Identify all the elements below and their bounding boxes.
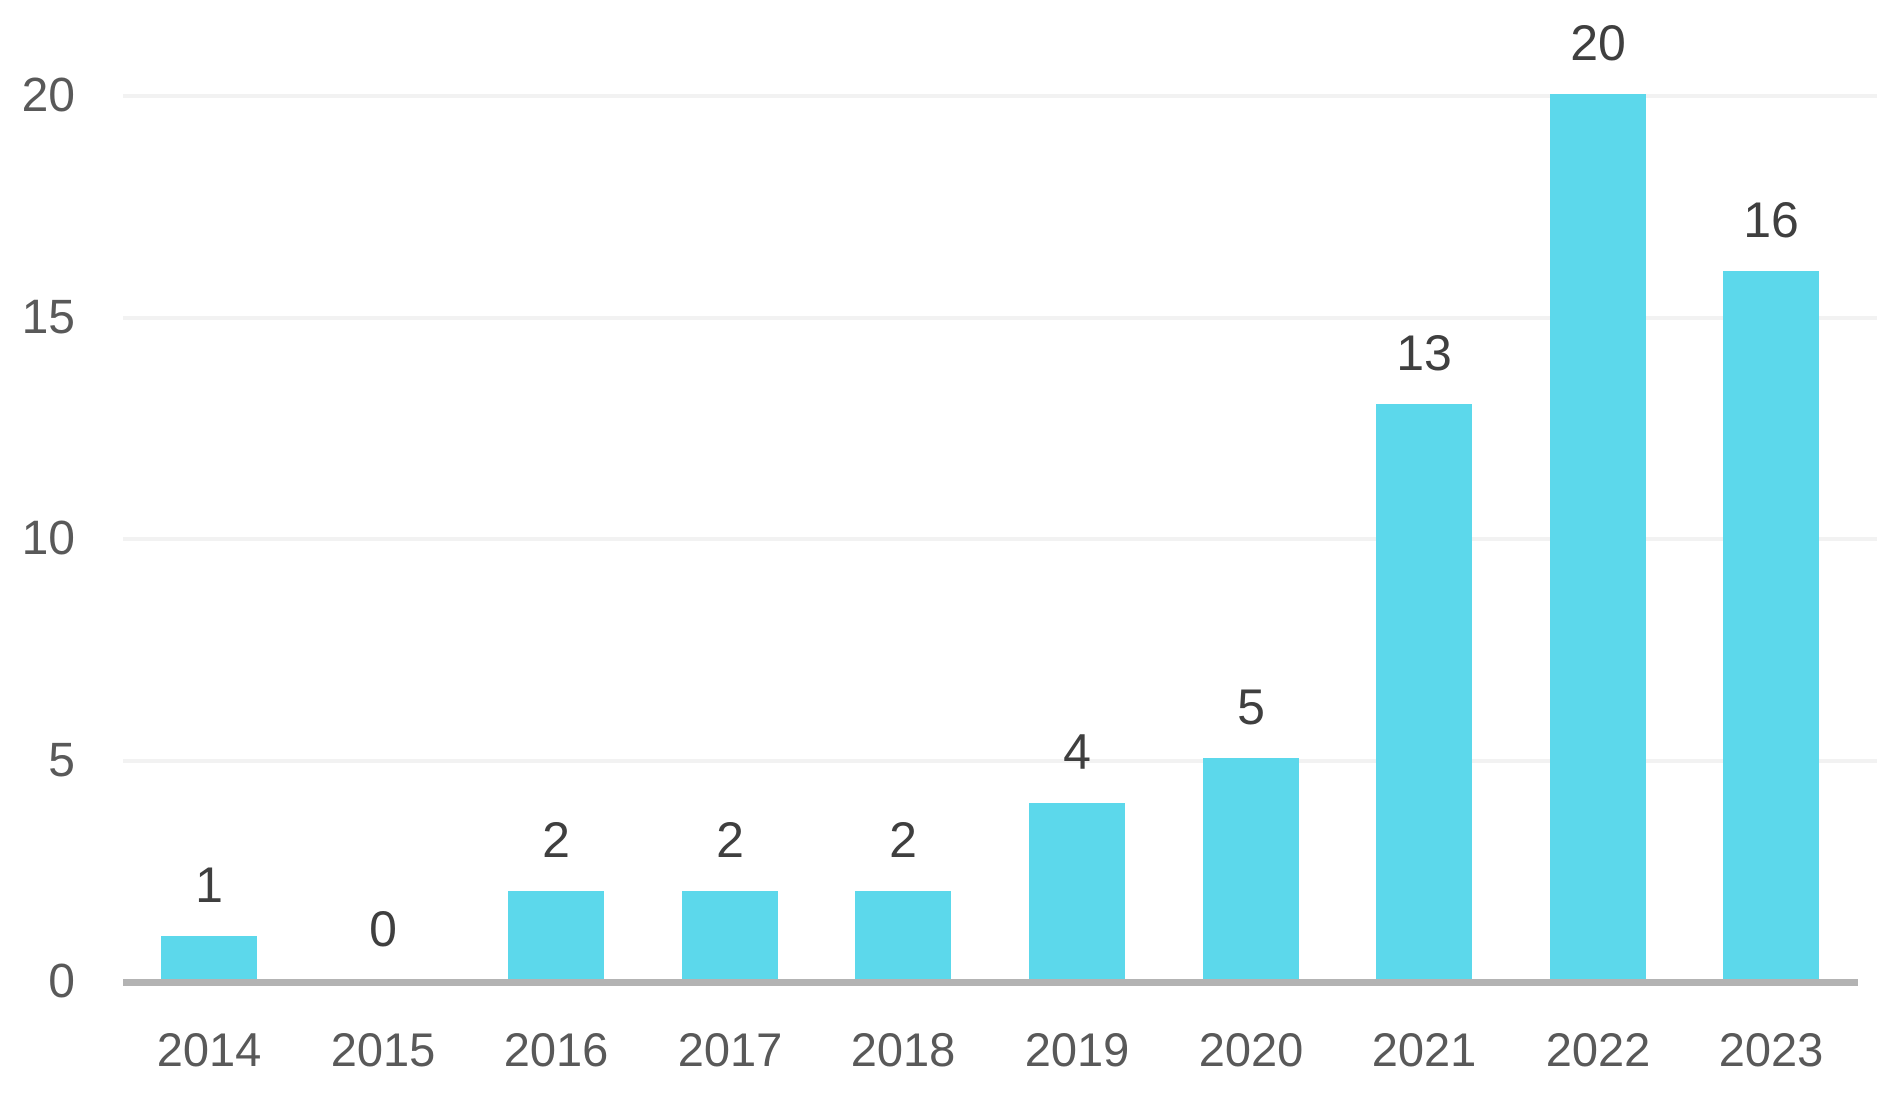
bar-2017 (682, 891, 778, 980)
bar-2020 (1203, 758, 1299, 980)
x-tick-label-2016: 2016 (503, 1023, 609, 1076)
bar-value-label-2014: 1 (195, 857, 223, 913)
bar-2022 (1550, 94, 1646, 980)
bar-value-label-2019: 4 (1063, 724, 1091, 780)
bar-value-label-2018: 2 (889, 812, 917, 868)
bar-value-label-2016: 2 (542, 812, 570, 868)
bar-value-label-2022: 20 (1570, 15, 1626, 71)
x-tick-label-2021: 2021 (1371, 1023, 1477, 1076)
bar-value-label-2023: 16 (1743, 192, 1799, 248)
x-tick-label-2023: 2023 (1718, 1023, 1824, 1076)
x-tick-label-2018: 2018 (850, 1023, 956, 1076)
bar-2023 (1723, 271, 1819, 980)
x-tick-label-2017: 2017 (677, 1023, 783, 1076)
x-tick-label-2014: 2014 (156, 1023, 262, 1076)
gridline-y-5 (123, 758, 1877, 763)
bar-value-label-2020: 5 (1237, 679, 1265, 735)
bar-2021 (1376, 404, 1472, 980)
x-tick-label-2020: 2020 (1198, 1023, 1304, 1076)
bar-2014 (161, 936, 257, 980)
x-tick-label-2019: 2019 (1024, 1023, 1130, 1076)
x-axis-line (123, 979, 1858, 986)
bar-2019 (1029, 803, 1125, 980)
bar-2018 (855, 891, 951, 980)
gridline-y-15 (123, 315, 1877, 320)
gridline-y-20 (123, 94, 1877, 98)
x-tick-label-2022: 2022 (1545, 1023, 1651, 1076)
y-tick-label: 15 (21, 290, 75, 344)
y-tick-label: 5 (48, 733, 75, 787)
bar-value-label-2017: 2 (716, 812, 744, 868)
y-tick-label: 10 (21, 512, 75, 565)
bar-value-label-2015: 0 (369, 901, 397, 957)
gridline-y-10 (123, 537, 1877, 541)
y-tick-label: 0 (48, 955, 75, 1008)
y-tick-label: 20 (21, 69, 75, 122)
x-tick-label-2015: 2015 (330, 1023, 436, 1076)
bar-value-label-2021: 13 (1396, 325, 1452, 381)
bar-2016 (508, 891, 604, 980)
